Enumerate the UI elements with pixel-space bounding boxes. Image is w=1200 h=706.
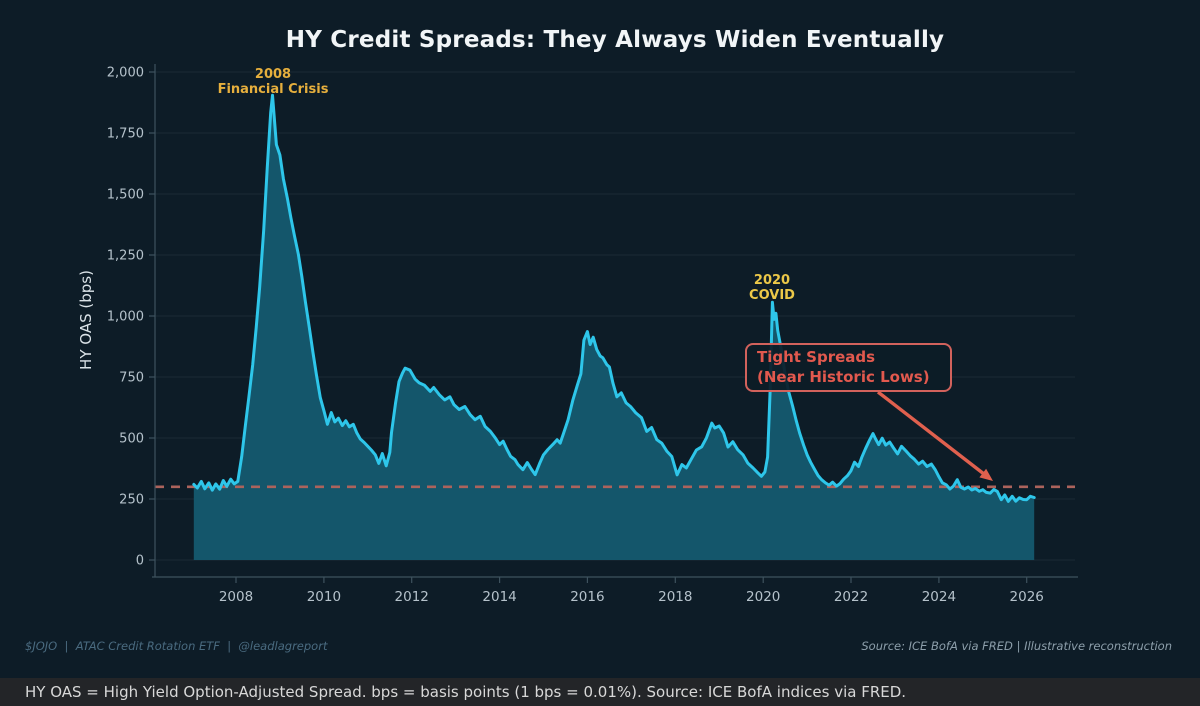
footnote-bar: HY OAS = High Yield Option-Adjusted Spre… [0, 678, 1200, 706]
y-tick-label: 2,000 [107, 66, 144, 81]
x-tick-label: 2026 [1010, 589, 1044, 605]
x-tick-label: 2020 [746, 589, 780, 605]
y-tick-label: 0 [136, 554, 144, 569]
hy-oas-area-fill [193, 95, 1035, 560]
y-tick-label: 500 [119, 432, 144, 447]
annotation-2008-text: Financial Crisis [217, 82, 329, 97]
y-axis-label: HY OAS (bps) [77, 270, 95, 370]
y-tick-label: 750 [119, 371, 144, 386]
tight-spreads-line1: Tight Spreads [757, 348, 876, 366]
y-tick-label: 1,000 [107, 310, 144, 325]
tight-spreads-line2: (Near Historic Lows) [757, 368, 930, 386]
x-tick-label: 2016 [570, 589, 604, 605]
hy-oas-line [192, 93, 1036, 503]
annotation-2020-year: 2020 [753, 273, 791, 288]
annotation-2020-covid: 2020 COVID [749, 273, 795, 303]
tight-spreads-callout: Tight Spreads (Near Historic Lows) [745, 343, 952, 392]
x-tick-label: 2012 [395, 589, 429, 605]
x-tick-label: 2022 [834, 589, 868, 605]
x-tick-label: 2010 [307, 589, 341, 605]
y-tick-label: 1,250 [107, 249, 144, 264]
x-tick-label: 2018 [658, 589, 692, 605]
y-tick-label: 1,750 [107, 127, 144, 142]
footnote-text: HY OAS = High Yield Option-Adjusted Spre… [25, 683, 907, 701]
chart-title: HY Credit Spreads: They Always Widen Eve… [285, 27, 945, 53]
annotation-2008-year: 2008 [254, 67, 292, 82]
y-tick-label: 250 [119, 493, 144, 508]
annotation-2020-text: COVID [749, 288, 795, 303]
x-tick-label: 2014 [482, 589, 516, 605]
x-tick-label: 2008 [219, 589, 253, 605]
footer-attribution: $JOJO | ATAC Credit Rotation ETF | @lead… [25, 639, 328, 653]
y-tick-label: 1,500 [107, 188, 144, 203]
callout-arrow-shaft [876, 390, 987, 477]
annotation-2008-financial-crisis: 2008 Financial Crisis [218, 67, 329, 97]
x-tick-label: 2024 [922, 589, 956, 605]
footer-source: Source: ICE BofA via FRED | Illustrative… [861, 639, 1172, 653]
callout-arrow-head [979, 468, 993, 481]
